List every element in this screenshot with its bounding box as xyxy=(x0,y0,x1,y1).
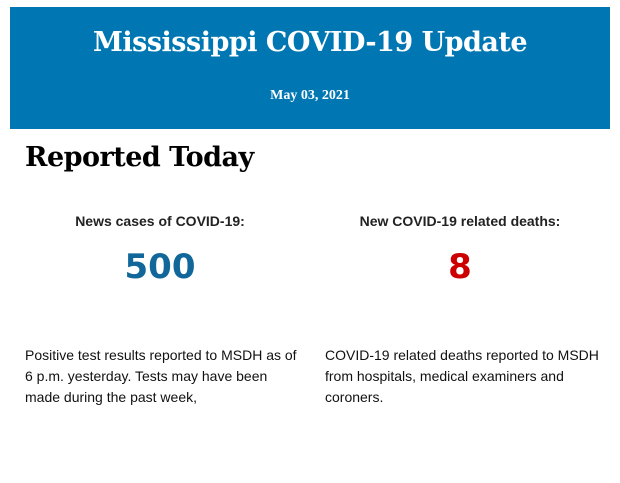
cases-stat: News cases of COVID-19: 500 xyxy=(25,213,295,287)
section-title: Reported Today xyxy=(25,142,254,173)
report-date: May 03, 2021 xyxy=(270,88,350,103)
deaths-label: New COVID-19 related deaths: xyxy=(359,213,561,229)
cases-value: 500 xyxy=(124,247,196,287)
page-title: Mississippi COVID-19 Update xyxy=(92,27,528,58)
deaths-stat: New COVID-19 related deaths: 8 xyxy=(325,213,595,287)
header-banner: Mississippi COVID-19 Update May 03, 2021 xyxy=(10,7,610,129)
cases-description: Positive test results reported to MSDH a… xyxy=(25,347,297,405)
cases-label: News cases of COVID-19: xyxy=(75,213,245,229)
deaths-value: 8 xyxy=(448,247,472,287)
deaths-description: COVID-19 related deaths reported to MSDH… xyxy=(325,347,599,405)
